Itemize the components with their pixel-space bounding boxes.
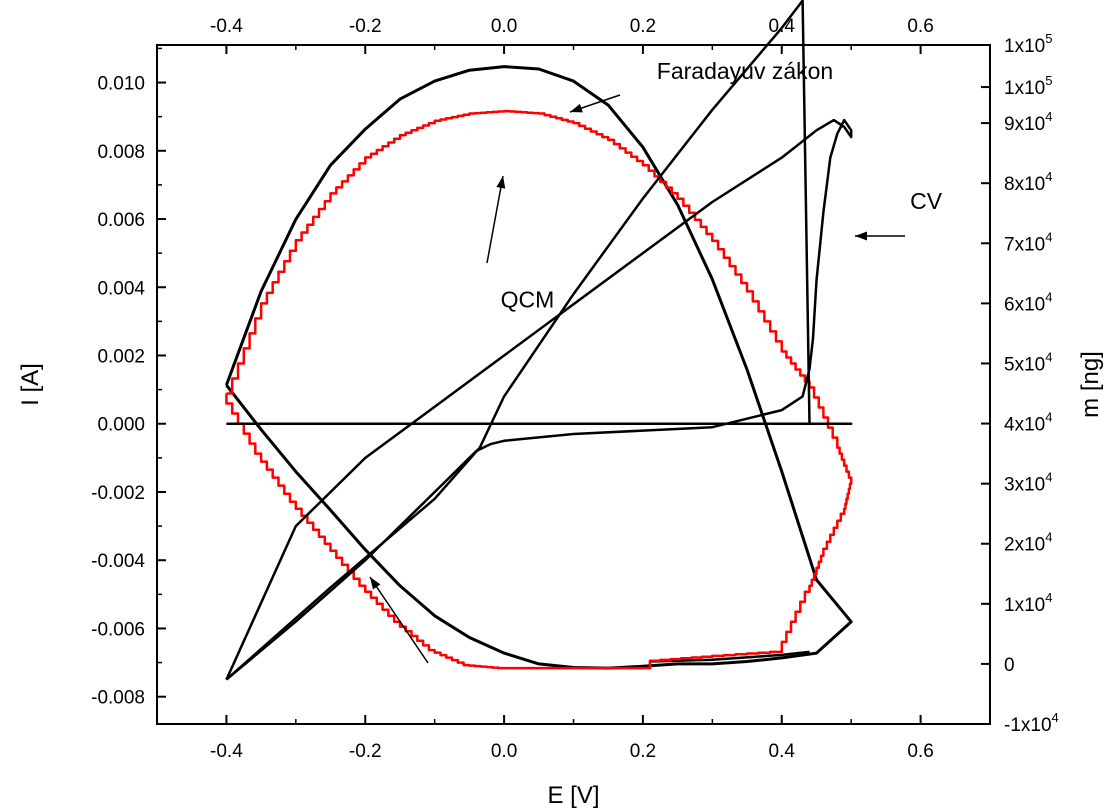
y-tick-label: 0.000	[97, 415, 145, 436]
cv-arrow-head	[855, 231, 867, 241]
x-tick-label-top: 0.2	[630, 16, 656, 37]
y2-tick-label: 7x104	[1004, 229, 1052, 255]
x-tick-label-bottom: 0.6	[907, 741, 933, 762]
x-tick-label-bottom: 0.0	[491, 741, 517, 762]
y2-tick-label: 1x104	[1004, 590, 1052, 616]
x-tick-label-bottom: -0.4	[210, 741, 243, 762]
y-tick-label: 0.002	[97, 346, 145, 367]
y2-tick-label: 8x104	[1004, 169, 1052, 195]
axes-layer: -0.4-0.4-0.2-0.20.00.00.20.20.40.40.60.6…	[91, 16, 1059, 762]
scan-direction-arrow-head	[370, 577, 381, 590]
x-tick-label-bottom: -0.2	[349, 741, 382, 762]
series-line-0	[224, 65, 853, 670]
y-tick-label: 0.006	[97, 210, 145, 231]
y-axis-title: I [A]	[17, 363, 44, 406]
y-tick-label: -0.006	[91, 619, 145, 640]
x-tick-label-top: 0.0	[491, 16, 517, 37]
x-tick-label-top: -0.2	[349, 16, 382, 37]
annotation-layer: Faradayuv zákon CV QCM	[369, 58, 943, 664]
x-tick-label-top: -0.4	[210, 16, 243, 37]
y2-tick-label: 1x105	[1004, 31, 1052, 57]
y-tick-label: -0.004	[91, 551, 145, 572]
series-line-2	[225, 109, 853, 670]
y2-tick-label: 6x104	[1004, 289, 1052, 315]
qcm-arrow-head	[496, 176, 506, 189]
y-tick-label: 0.010	[97, 74, 145, 95]
y2-tick-label: 9x104	[1004, 109, 1052, 135]
y2-tick-label: 4x104	[1004, 410, 1052, 436]
series-layer	[224, 0, 853, 681]
series-line-3	[225, 0, 853, 681]
plot-frame	[156, 44, 991, 725]
y-tick-label: -0.002	[91, 483, 145, 504]
x-tick-label-bottom: 0.4	[769, 741, 796, 762]
annotation-label: CV	[910, 188, 943, 214]
faraday-arrow-head	[570, 103, 583, 113]
annotation-label: Faradayuv zákon	[657, 58, 833, 84]
annotation-label: QCM	[501, 287, 555, 313]
y2-axis-title: m [ng]	[1077, 351, 1104, 418]
y2-tick-label: 0	[1004, 655, 1015, 676]
y-tick-label: 0.008	[97, 142, 145, 163]
y2-tick-label: 5x104	[1004, 349, 1052, 375]
series-line-1	[649, 650, 810, 663]
series-line-4	[225, 118, 853, 681]
scan-direction-arrow	[369, 576, 429, 664]
qcm-arrow	[486, 175, 504, 264]
x-tick-label-top: 0.6	[907, 16, 933, 37]
x-tick-label-bottom: 0.2	[630, 741, 656, 762]
y2-tick-label: 2x104	[1004, 530, 1052, 556]
y-tick-label: -0.008	[91, 688, 145, 709]
y-tick-label: 0.004	[97, 278, 145, 299]
x-axis-title: E [V]	[547, 782, 599, 809]
y2-tick-label: 1x105	[1004, 73, 1052, 99]
y2-tick-label: -1x104	[1004, 710, 1059, 736]
y2-tick-label: 3x104	[1004, 470, 1052, 496]
